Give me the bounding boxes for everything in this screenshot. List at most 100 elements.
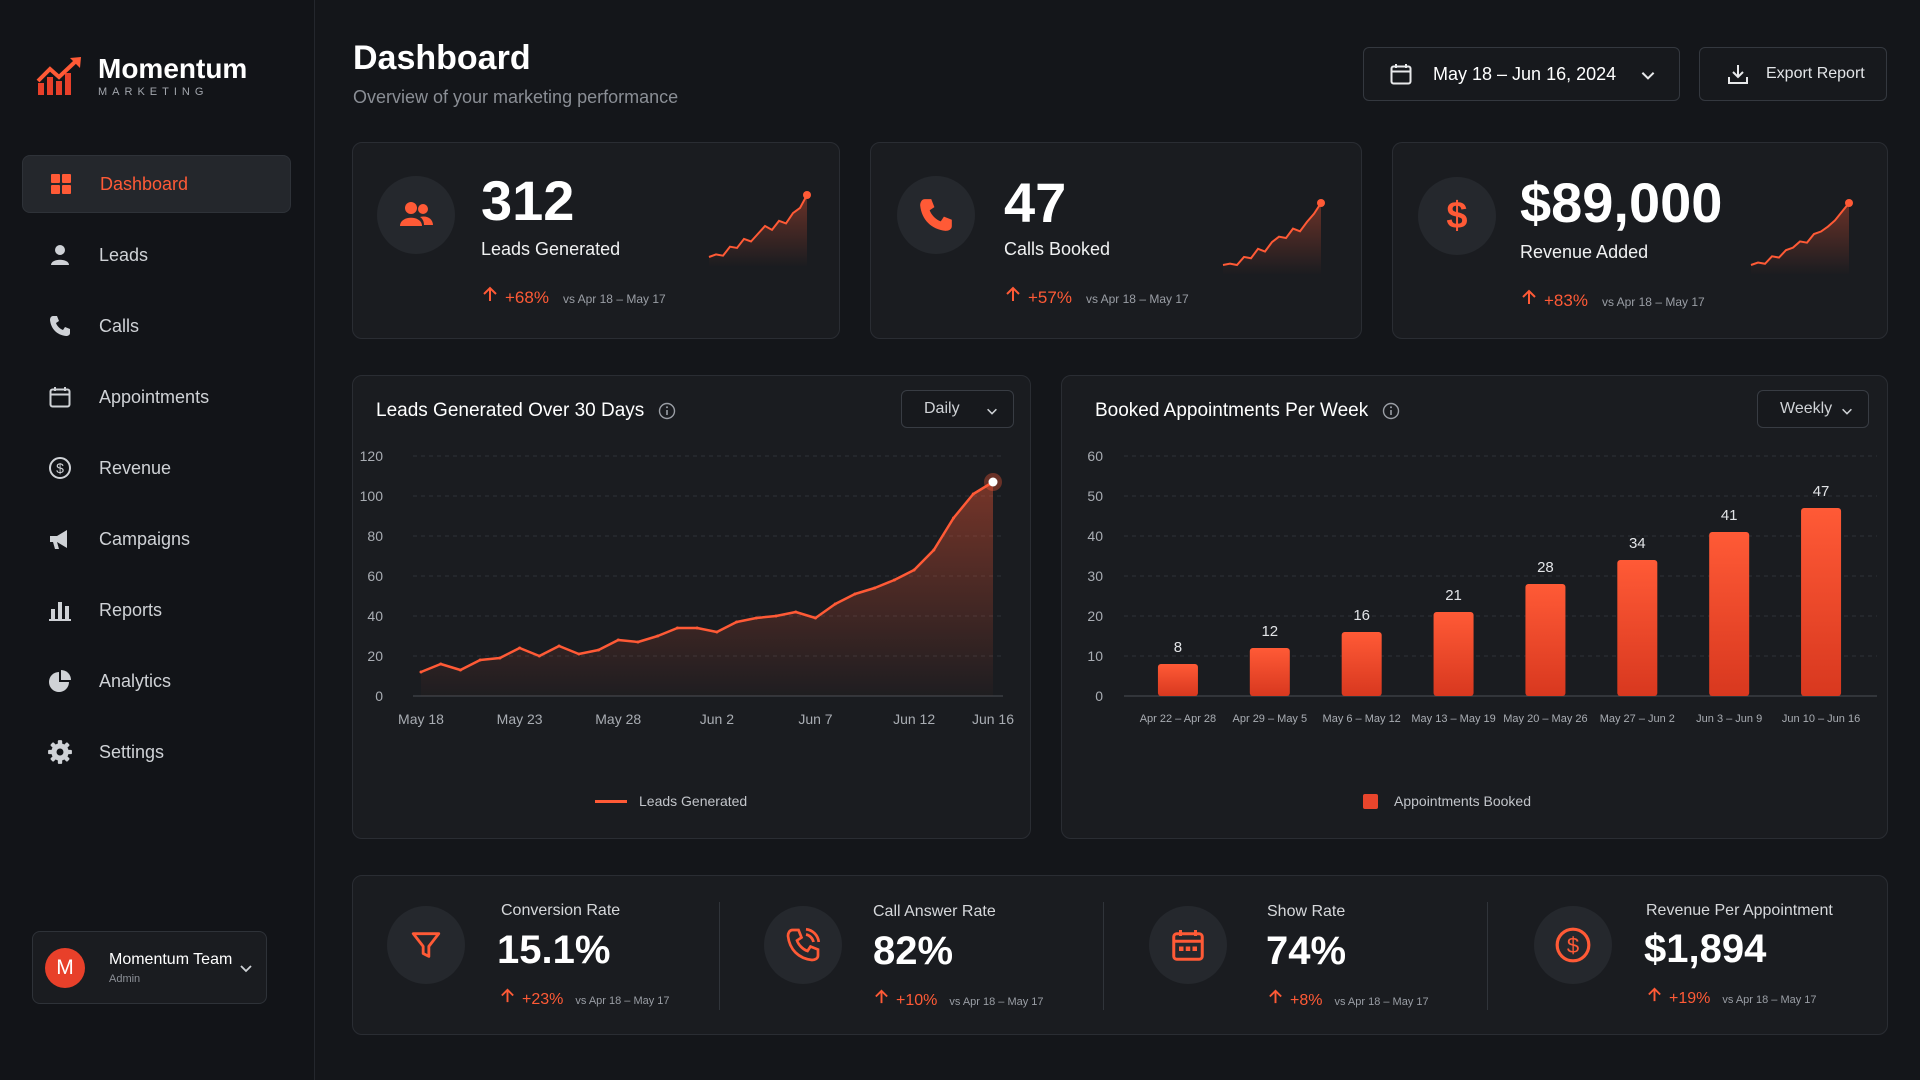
arrow-up-icon: [1522, 289, 1536, 304]
dollar-circle-icon: $: [47, 455, 73, 481]
kpi-icon-wrap: [897, 176, 975, 254]
arrow-up-icon: [1648, 987, 1661, 1002]
chart-title: Booked Appointments Per Week: [1095, 400, 1400, 422]
sidebar-item-reports[interactable]: Reports: [22, 581, 291, 639]
last-point: [988, 477, 998, 487]
chart-legend: Appointments Booked: [1363, 793, 1531, 809]
sparkline-chart: [1750, 199, 1853, 275]
x-tick-label: May 23: [497, 711, 543, 727]
sidebar-item-settings[interactable]: Settings: [22, 723, 291, 781]
bar: [1709, 532, 1750, 696]
y-tick-label: 0: [375, 688, 383, 704]
logo[interactable]: Momentum MARKETING: [36, 54, 247, 98]
bar-value-label: 16: [1353, 607, 1370, 624]
series-line: [420, 480, 994, 674]
date-range-picker[interactable]: May 18 – Jun 16, 2024: [1363, 47, 1680, 101]
chevron-down-icon: [987, 408, 997, 415]
x-tick-label: Jun 12: [893, 711, 935, 727]
sparkline-end-point: [1845, 199, 1853, 207]
appointments-interval-dropdown[interactable]: Weekly: [1757, 390, 1869, 428]
stats-panel: Conversion Rate 15.1% +23% vs Apr 18 – M…: [352, 875, 1888, 1035]
svg-text:$: $: [1567, 933, 1579, 958]
y-tick-label: 30: [1087, 568, 1103, 584]
data-point: [577, 652, 581, 656]
data-point: [537, 654, 541, 658]
data-point: [675, 626, 679, 630]
chart-title: Leads Generated Over 30 Days: [376, 400, 676, 422]
stat-change: +19% vs Apr 18 – May 17: [1646, 986, 1817, 1008]
appointments-bar-chart: 0 10 20 30 40 50 60 8 Apr 22 – Apr 28 12 Apr 29 – …: [1087, 448, 1877, 725]
x-tick-label: Jun 3 – Jun 9: [1696, 713, 1762, 725]
sidebar-item-label: Appointments: [99, 386, 210, 407]
x-tick-label: Jun 2: [700, 711, 734, 727]
logo-mark-icon: [36, 57, 81, 95]
stat-label: Call Answer Rate: [873, 903, 996, 920]
svg-text:$: $: [1446, 196, 1467, 236]
kpi-change-percent: +68%: [505, 288, 549, 307]
users-icon: [400, 202, 433, 226]
date-range-label: May 18 – Jun 16, 2024: [1433, 63, 1617, 84]
data-point: [518, 646, 522, 650]
kpi-compare-period: vs Apr 18 – May 17: [1085, 292, 1189, 306]
user-menu[interactable]: M Momentum Team Admin: [32, 931, 267, 1004]
sparkline-line: [708, 194, 808, 258]
stat-change: +10% vs Apr 18 – May 17: [873, 988, 1044, 1010]
sidebar-item-campaigns[interactable]: Campaigns: [22, 510, 291, 568]
divider: [1487, 902, 1488, 1010]
data-point: [833, 602, 837, 606]
sidebar-item-leads[interactable]: Leads: [22, 226, 291, 284]
data-point: [419, 670, 423, 674]
y-tick-label: 0: [1095, 688, 1103, 704]
legend-label: Leads Generated: [639, 793, 748, 809]
data-point: [478, 658, 482, 662]
kpi-change-percent: +57%: [1028, 288, 1072, 307]
grid-icon: [48, 171, 74, 197]
sparkline-area: [709, 195, 807, 267]
phone-call-icon: [786, 927, 821, 962]
kpi-value: 312: [481, 169, 575, 232]
stat-value: 82%: [873, 929, 954, 973]
info-icon[interactable]: [658, 402, 676, 420]
sparkline-end-point: [1317, 199, 1325, 207]
data-point: [794, 610, 798, 614]
kpi-label: Leads Generated: [481, 239, 621, 259]
sparkline-chart: [708, 191, 811, 267]
data-point: [912, 568, 916, 572]
sparkline-line: [1750, 202, 1850, 266]
arrow-up-icon: [501, 988, 514, 1003]
kpi-label: Calls Booked: [1004, 239, 1111, 259]
line-area-fill: [421, 482, 993, 696]
x-tick-label: Apr 22 – Apr 28: [1140, 713, 1216, 725]
y-tick-label: 40: [1087, 528, 1103, 544]
stat-change-percent: +23%: [522, 991, 564, 1008]
kpi-label: Revenue Added: [1520, 242, 1649, 262]
gear-icon: [47, 739, 73, 765]
arrow-up-icon: [875, 989, 888, 1004]
stat-show-rate: Show Rate 74% +8% vs Apr 18 – May 17: [1107, 876, 1491, 1036]
bar: [1249, 648, 1290, 696]
sidebar-item-calls[interactable]: Calls: [22, 297, 291, 355]
export-label: Export Report: [1766, 65, 1865, 82]
stat-value: 15.1%: [497, 928, 611, 972]
bar-value-label: 28: [1537, 559, 1554, 576]
stat-change-percent: +19%: [1669, 990, 1711, 1007]
kpi-icon-wrap: $: [1418, 177, 1496, 255]
stat-compare-period: vs Apr 18 – May 17: [1722, 994, 1817, 1006]
phone-icon: [47, 313, 73, 339]
megaphone-icon: [47, 526, 73, 552]
pie-chart-icon: [47, 668, 73, 694]
leads-interval-dropdown[interactable]: Daily: [901, 390, 1014, 428]
sidebar-item-analytics[interactable]: Analytics: [22, 652, 291, 710]
kpi-value: $89,000: [1520, 171, 1723, 234]
stat-change-percent: +8%: [1290, 992, 1323, 1009]
info-icon[interactable]: [1382, 402, 1400, 420]
data-point: [774, 614, 778, 618]
export-report-button[interactable]: Export Report: [1699, 47, 1887, 101]
sidebar-item-revenue[interactable]: $ Revenue: [22, 439, 291, 497]
sidebar-item-label: Revenue: [99, 457, 172, 478]
kpi-change-percent: +83%: [1544, 291, 1588, 310]
sidebar-item-dashboard[interactable]: Dashboard: [22, 155, 291, 213]
sidebar-item-appointments[interactable]: Appointments: [22, 368, 291, 426]
y-tick-label: 60: [367, 568, 383, 584]
leads-chart-title: Leads Generated Over 30 Days: [376, 400, 645, 421]
